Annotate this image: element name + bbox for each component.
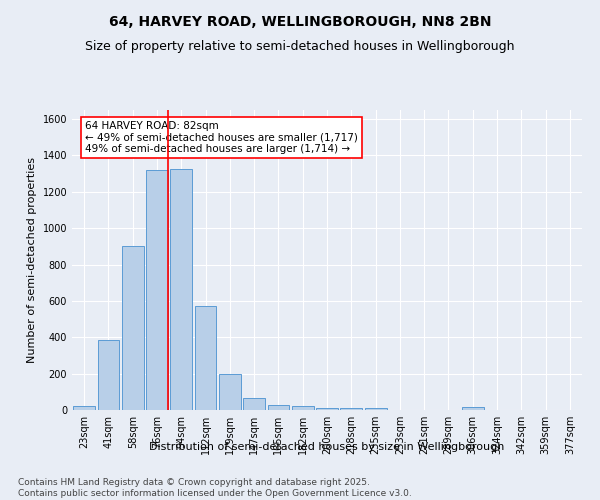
Text: Contains HM Land Registry data © Crown copyright and database right 2025.
Contai: Contains HM Land Registry data © Crown c… xyxy=(18,478,412,498)
Bar xyxy=(316,408,338,410)
Bar xyxy=(73,406,95,410)
Y-axis label: Number of semi-detached properties: Number of semi-detached properties xyxy=(27,157,37,363)
Bar xyxy=(292,406,314,410)
Text: 64, HARVEY ROAD, WELLINGBOROUGH, NN8 2BN: 64, HARVEY ROAD, WELLINGBOROUGH, NN8 2BN xyxy=(109,15,491,29)
Bar xyxy=(194,306,217,410)
Bar xyxy=(340,408,362,410)
Bar xyxy=(97,340,119,410)
Bar xyxy=(243,398,265,410)
Bar xyxy=(268,404,289,410)
Bar xyxy=(365,408,386,410)
Text: Distribution of semi-detached houses by size in Wellingborough: Distribution of semi-detached houses by … xyxy=(149,442,505,452)
Bar xyxy=(170,169,192,410)
Bar xyxy=(146,170,168,410)
Text: Size of property relative to semi-detached houses in Wellingborough: Size of property relative to semi-detach… xyxy=(85,40,515,53)
Bar xyxy=(462,408,484,410)
Text: 64 HARVEY ROAD: 82sqm
← 49% of semi-detached houses are smaller (1,717)
49% of s: 64 HARVEY ROAD: 82sqm ← 49% of semi-deta… xyxy=(85,121,358,154)
Bar xyxy=(219,374,241,410)
Bar xyxy=(122,246,143,410)
